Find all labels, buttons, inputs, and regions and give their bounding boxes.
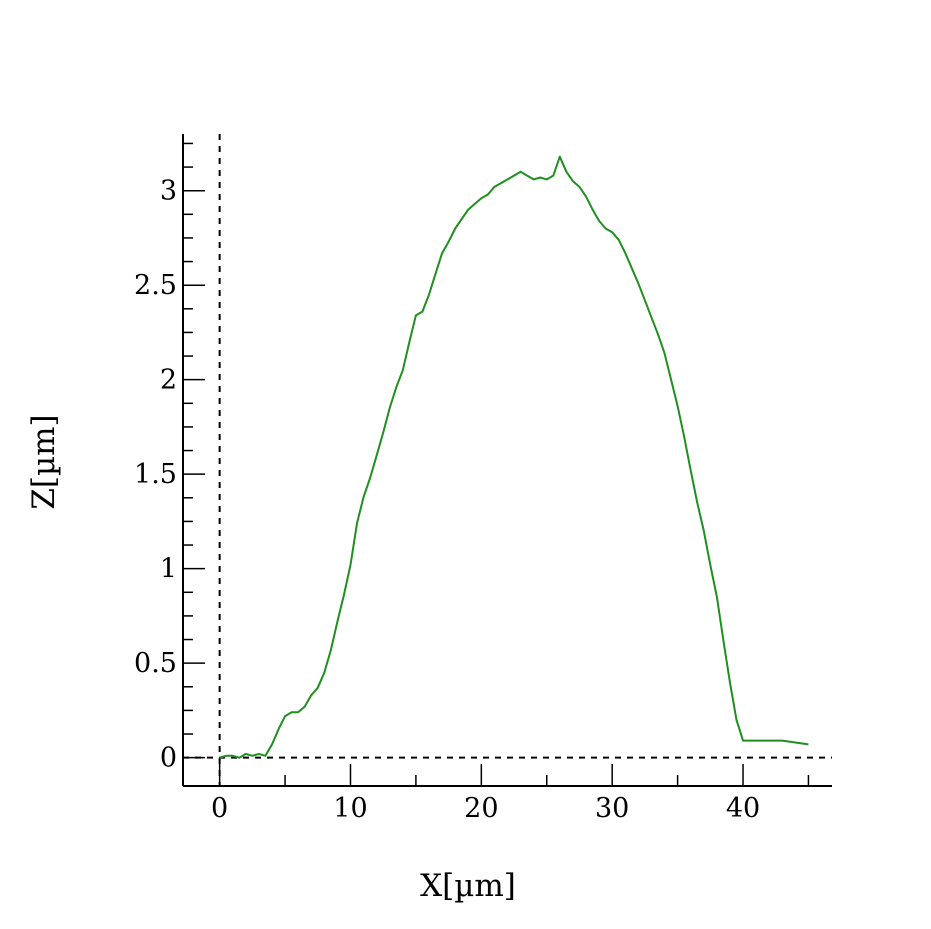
reference-lines (183, 134, 832, 786)
y-tick-label: 2 (160, 365, 177, 396)
y-tick-label: 3 (160, 176, 177, 207)
y-tick-label: 0.5 (134, 648, 177, 679)
y-tick-label: 1.5 (134, 459, 177, 490)
y-tick-label: 0 (160, 743, 177, 774)
y-tick-label: 2.5 (134, 270, 177, 301)
x-tick-label: 30 (595, 793, 629, 824)
x-tick-label: 40 (726, 793, 760, 824)
profile-series-line (219, 155, 809, 759)
y-tick-label: 1 (160, 554, 177, 585)
x-axis-title: X[µm] (420, 868, 516, 904)
tick-labels: 00.511.522.530 10 20 30 40 (134, 176, 760, 824)
x-tick-label: 10 (333, 793, 367, 824)
axes (182, 134, 832, 787)
x-tick-label: 20 (464, 793, 498, 824)
series-layer (219, 155, 809, 759)
y-axis-title: Z[µm] (26, 414, 62, 509)
x-tick-label: 0 (211, 793, 228, 824)
